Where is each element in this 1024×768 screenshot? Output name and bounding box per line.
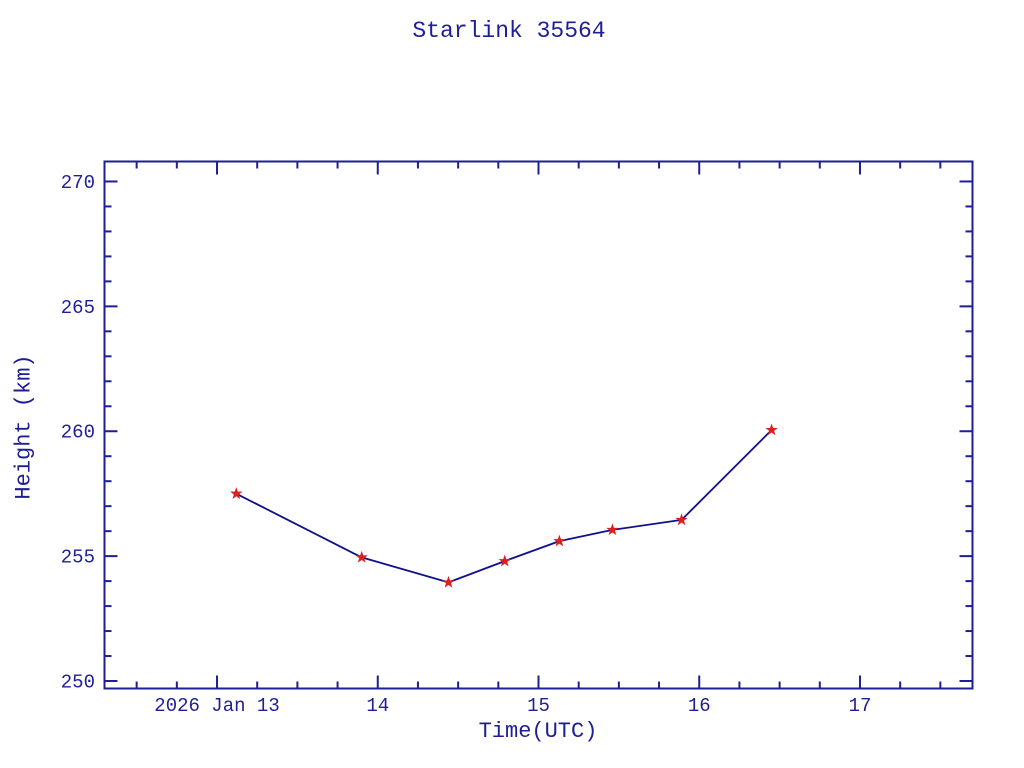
data-line bbox=[235, 429, 773, 584]
x-axis-label: Time(UTC) bbox=[478, 719, 598, 744]
plot-border bbox=[103, 160, 974, 690]
data-marker bbox=[765, 423, 778, 436]
y-tick-label: 270 bbox=[61, 172, 95, 194]
x-tick-label: 15 bbox=[527, 695, 550, 717]
data-marker bbox=[606, 523, 619, 536]
data-marker bbox=[675, 513, 688, 526]
y-tick-label: 255 bbox=[61, 547, 95, 569]
x-tick-label: 2026 Jan 13 bbox=[154, 695, 279, 717]
y-axis-label: Height (km) bbox=[11, 354, 37, 500]
chart-title: Starlink 35564 bbox=[412, 18, 606, 44]
data-marker bbox=[498, 554, 511, 567]
y-tick-label: 260 bbox=[61, 422, 95, 444]
y-tick-label: 265 bbox=[61, 297, 95, 319]
x-tick-label: 17 bbox=[849, 695, 872, 717]
y-tick-label: 250 bbox=[61, 672, 95, 694]
x-tick-label: 16 bbox=[688, 695, 711, 717]
data-marker bbox=[355, 550, 368, 563]
data-marker bbox=[230, 487, 243, 499]
data-marker bbox=[553, 534, 566, 547]
x-tick-label: 14 bbox=[366, 695, 389, 717]
data-marker bbox=[442, 575, 455, 588]
